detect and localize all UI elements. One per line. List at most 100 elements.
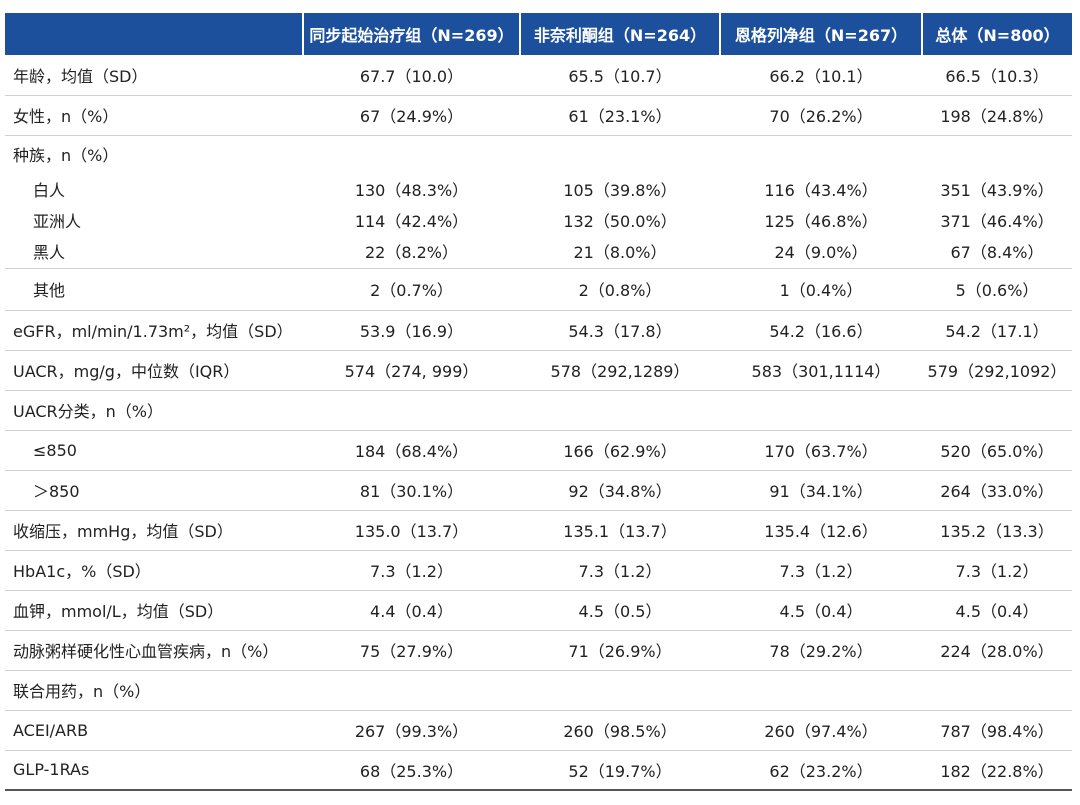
- table-row: HbA1c，%（SD） 7.3（1.2） 7.3（1.2） 7.3（1.2） 7.3（1…: [5, 550, 1072, 591]
- table-cell: 224（28.0%）: [922, 630, 1072, 671]
- table-cell: 184（68.4%）: [303, 430, 520, 471]
- table-row: ACEI/ARB 267（99.3%） 260（98.5%） 260（97.4%） 78…: [5, 710, 1072, 751]
- table-row: 其他 2（0.7%） 2（0.8%） 1（0.4%） 5（0.6%）: [5, 268, 1072, 311]
- table-cell: 54.2（17.1）: [922, 310, 1072, 351]
- table-cell: [520, 135, 720, 173]
- table-cell: 78（29.2%）: [720, 630, 922, 671]
- table-body: 年龄，均值（SD） 67.7（10.0） 65.5（10.7） 66.2（10.1） 6…: [5, 55, 1072, 791]
- table-cell: 787（98.4%）: [922, 710, 1072, 751]
- table-cell: 54.2（16.6）: [720, 310, 922, 351]
- table-row: 动脉粥样硬化性心血管疾病，n（%） 75（27.9%） 71（26.9%） 78（29…: [5, 630, 1072, 671]
- row-label: 女性，n（%）: [5, 95, 303, 136]
- table-cell: 62（23.2%）: [720, 750, 922, 791]
- table-cell: [720, 390, 922, 431]
- table-cell: 583（301,1114）: [720, 350, 922, 391]
- table-cell: 574（274, 999）: [303, 350, 520, 391]
- row-label: 收缩压，mmHg，均值（SD）: [5, 510, 303, 551]
- table-cell: 260（98.5%）: [520, 710, 720, 751]
- table-cell: 67.7（10.0）: [303, 55, 520, 96]
- table-cell: [303, 390, 520, 431]
- table-cell: 105（39.8%）: [563, 180, 677, 200]
- table-cell: 4.5（0.4）: [720, 590, 922, 631]
- table-cell: 21（8.0%）: [520, 235, 720, 269]
- table-cell: 2（0.8%）: [520, 268, 720, 311]
- table-cell: 68（25.3%）: [303, 750, 520, 791]
- table-cell: 7.3（1.2）: [720, 550, 922, 591]
- table-cell: 351（43.9%）: [940, 180, 1054, 200]
- table-cell: 67（8.4%）: [922, 235, 1072, 269]
- header-cell: [5, 13, 303, 55]
- table-cell: 52（19.7%）: [520, 750, 720, 791]
- row-label: UACR，mg/g，中位数（IQR）: [5, 350, 303, 391]
- header-cell: 总体（N=800）: [921, 13, 1072, 55]
- row-label: 血钾，mmol/L，均值（SD）: [5, 590, 303, 631]
- table-cell: 81（30.1%）: [303, 470, 520, 511]
- table-cell: 91（34.1%）: [720, 470, 922, 511]
- table-cell: 116（43.4%）: [764, 180, 878, 200]
- table-row: 亚洲人 114（42.4%） 132（50.0%） 125（46.8%） 371（46.…: [5, 204, 1072, 235]
- table-cell: [922, 135, 1072, 173]
- table-cell: [303, 670, 520, 711]
- table-cell: 130（48.3%）: [354, 180, 469, 200]
- table-cell: 135.4（12.6）: [720, 510, 922, 551]
- table-cell: 4.4（0.4）: [303, 590, 520, 631]
- table-cell: [922, 390, 1072, 431]
- table-cell: 135.0（13.7）: [303, 510, 520, 551]
- table-row: ＞850 81（30.1%） 92（34.8%） 91（34.1%） 264（33.0%…: [5, 470, 1072, 511]
- row-label: 年龄，均值（SD）: [5, 55, 303, 96]
- table-cell: 170（63.7%）: [720, 430, 922, 471]
- table-row: 女性，n（%） 67（24.9%） 61（23.1%） 70（26.2%） 198（24…: [5, 95, 1072, 136]
- table-cell: 260（97.4%）: [720, 710, 922, 751]
- row-label: 其他: [5, 268, 303, 311]
- table-cell: [720, 135, 922, 173]
- table-row: GLP-1RAs 68（25.3%） 52（19.7%） 62（23.2%） 182（2…: [5, 750, 1072, 791]
- table-row: 血钾，mmol/L，均值（SD） 4.4（0.4） 4.5（0.5） 4.5（0.4）…: [5, 590, 1072, 631]
- row-label: 动脉粥样硬化性心血管疾病，n（%）: [5, 630, 303, 671]
- table-cell: 65.5（10.7）: [520, 55, 720, 96]
- table-cell: 67（24.9%）: [303, 95, 520, 136]
- row-label: UACR分类，n（%）: [5, 390, 303, 431]
- table-cell: 7.3（1.2）: [520, 550, 720, 591]
- table-cell: 520（65.0%）: [922, 430, 1072, 471]
- baseline-table: 同步起始治疗组（N=269） 非奈利酮组（N=264） 恩格列净组（N=267） 总体…: [5, 13, 1072, 791]
- row-label: 黑人: [5, 235, 303, 269]
- table-cell: 371（46.4%）: [940, 211, 1054, 231]
- row-label: HbA1c，%（SD）: [5, 550, 303, 591]
- table-cell: 2（0.7%）: [303, 268, 520, 311]
- table-cell: 70（26.2%）: [720, 95, 922, 136]
- table-row: 白人 130（48.3%） 105（39.8%） 116（43.4%） 351（43.9…: [5, 173, 1072, 204]
- table-row: 收缩压，mmHg，均值（SD） 135.0（13.7） 135.1（13.7） 135…: [5, 510, 1072, 551]
- table-cell: 267（99.3%）: [303, 710, 520, 751]
- table-cell: 71（26.9%）: [520, 630, 720, 671]
- table-cell: 75（27.9%）: [303, 630, 520, 671]
- table-row: 联合用药，n（%）: [5, 670, 1072, 711]
- table-cell: [520, 390, 720, 431]
- table-row: 种族，n（%）: [5, 135, 1072, 173]
- row-label: 种族，n（%）: [13, 146, 119, 166]
- table-cell: 166（62.9%）: [520, 430, 720, 471]
- table-row: ≤850 184（68.4%） 166（62.9%） 170（63.7%） 520（65…: [5, 430, 1072, 471]
- table-cell: 5（0.6%）: [922, 268, 1072, 311]
- table-cell: 7.3（1.2）: [922, 550, 1072, 591]
- table-cell: 66.2（10.1）: [720, 55, 922, 96]
- table-row: eGFR，ml/min/1.73m²，均值（SD） 53.9（16.9） 54.3（…: [5, 310, 1072, 351]
- row-label: 白人: [33, 180, 66, 200]
- table-cell: 114（42.4%）: [354, 211, 469, 231]
- table-cell: [720, 670, 922, 711]
- header-cell: 恩格列净组（N=267）: [719, 13, 922, 55]
- header-cell: 同步起始治疗组（N=269）: [302, 13, 520, 55]
- table-cell: 182（22.8%）: [922, 750, 1072, 791]
- table-cell: 4.5（0.5）: [520, 590, 720, 631]
- table-cell: 53.9（16.9）: [303, 310, 520, 351]
- table-cell: [922, 670, 1072, 711]
- table-cell: 135.2（13.3）: [922, 510, 1072, 551]
- table-cell: 4.5（0.4）: [922, 590, 1072, 631]
- row-label: ＞850: [5, 470, 303, 511]
- table-cell: 135.1（13.7）: [520, 510, 720, 551]
- table-cell: 66.5（10.3）: [922, 55, 1072, 96]
- table-cell: 198（24.8%）: [922, 95, 1072, 136]
- row-label: 联合用药，n（%）: [5, 670, 303, 711]
- row-label: eGFR，ml/min/1.73m²，均值（SD）: [5, 310, 303, 351]
- table-cell: 578（292,1289）: [520, 350, 720, 391]
